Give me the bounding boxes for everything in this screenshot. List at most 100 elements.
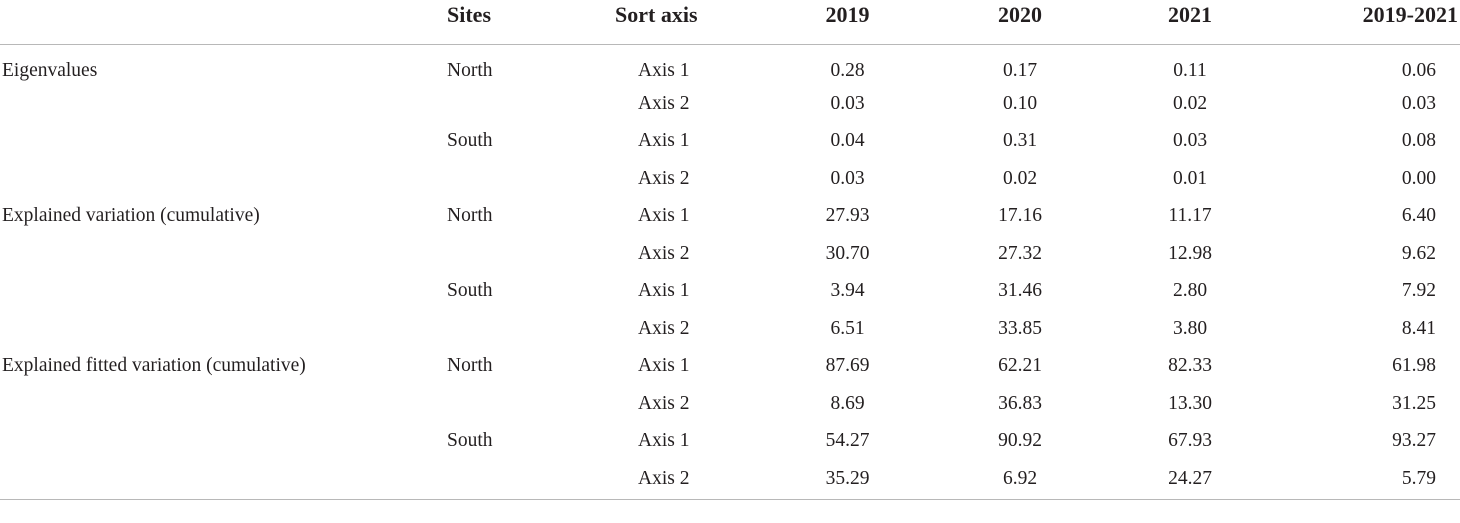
cell-site (447, 157, 595, 195)
header-sort-axis: Sort axis (595, 0, 760, 45)
cell-2020: 36.83 (998, 392, 1042, 414)
cell-2020: 31.46 (998, 280, 1042, 301)
cell-site (447, 307, 595, 345)
cell-2019-2021: 93.27 (1392, 430, 1436, 451)
table-row: Explained fitted variation (cumulative) N… (0, 344, 1460, 382)
cell-sort-axis: Axis 1 (638, 130, 690, 151)
cell-site (447, 456, 595, 500)
cell-2020: 0.31 (1002, 130, 1038, 151)
cell-sort-axis: Axis 2 (638, 392, 690, 414)
cell-2019-2021: 5.79 (1275, 456, 1460, 500)
cell-2019-2021: 0.06 (1401, 59, 1436, 81)
cell-sort-axis: Axis 2 (638, 167, 690, 189)
cell-site: South (447, 280, 493, 301)
header-2019-2021: 2019-2021 (1275, 0, 1460, 45)
cell-2019-2021: 0.00 (1401, 167, 1436, 189)
cell-site: North (447, 355, 493, 376)
cell-measure (0, 307, 447, 345)
cell-measure (0, 382, 447, 420)
cell-2021: 13.30 (1168, 392, 1212, 414)
cell-2021: 67.93 (1168, 430, 1212, 451)
table-row: Axis 2 35.29 6.92 24.27 5.79 (0, 456, 1460, 500)
cell-2019: 0.03 (830, 167, 865, 189)
table-header: Sites Sort axis 2019 2020 2021 2019-2021 (0, 0, 1460, 45)
cell-measure (0, 419, 447, 457)
cell-sort-axis: Axis 2 (595, 456, 760, 500)
cell-2021: 0.11 (1173, 59, 1207, 81)
cell-2019-2021: 61.98 (1392, 355, 1436, 376)
cell-2020: 0.10 (1002, 92, 1038, 114)
cell-2019: 0.04 (830, 130, 865, 151)
table-row: South Axis 1 54.27 90.92 67.93 93.27 (0, 419, 1460, 457)
cell-measure (0, 157, 447, 195)
cell-2019-2021: 9.62 (1401, 242, 1436, 264)
table-body: Eigenvalues North Axis 1 0.28 0.17 0.11 0.06 Ax… (0, 44, 1460, 500)
cell-2021: 0.01 (1172, 167, 1208, 189)
table-row: Axis 2 0.03 0.02 0.01 0.00 (0, 157, 1460, 195)
cell-measure (0, 119, 447, 157)
header-sites: Sites (447, 0, 595, 45)
cell-site (447, 232, 595, 270)
cell-2020: 33.85 (998, 317, 1042, 339)
cell-2019: 87.69 (825, 355, 870, 376)
cell-2020: 6.92 (935, 456, 1105, 500)
cell-site: North (447, 205, 493, 226)
table-row: Explained variation (cumulative) North Axi… (0, 194, 1460, 232)
cell-sort-axis: Axis 1 (638, 59, 690, 81)
cell-2019: 30.70 (825, 242, 870, 264)
table-row: South Axis 1 0.04 0.31 0.03 0.08 (0, 119, 1460, 157)
cell-2019: 0.03 (830, 92, 865, 114)
table-row: Eigenvalues North Axis 1 0.28 0.17 0.11 0.06 (0, 44, 1460, 82)
cell-2021: 11.17 (1168, 205, 1212, 226)
table-row: Axis 2 0.03 0.10 0.02 0.03 (0, 82, 1460, 120)
cell-site (447, 382, 595, 420)
table-row: Axis 2 8.69 36.83 13.30 31.25 (0, 382, 1460, 420)
table-row: Axis 2 6.51 33.85 3.80 8.41 (0, 307, 1460, 345)
cell-sort-axis: Axis 1 (638, 430, 690, 451)
cell-2019-2021: 0.03 (1401, 92, 1436, 114)
table-row: Axis 2 30.70 27.32 12.98 9.62 (0, 232, 1460, 270)
cell-2020: 90.92 (998, 430, 1042, 451)
header-measure (0, 0, 447, 45)
cell-2019-2021: 0.08 (1401, 130, 1436, 151)
cell-2021: 12.98 (1168, 242, 1212, 264)
header-2021: 2021 (1105, 0, 1275, 45)
cell-sort-axis: Axis 2 (638, 242, 690, 264)
cell-2019-2021: 6.40 (1401, 205, 1436, 226)
cell-2019: 0.28 (830, 59, 865, 81)
cell-2021: 0.03 (1172, 130, 1208, 151)
cell-measure (0, 456, 447, 500)
cell-2019-2021: 7.92 (1401, 280, 1436, 301)
cell-2019-2021: 31.25 (1392, 392, 1436, 414)
cell-2019: 54.27 (825, 430, 870, 451)
cell-site (447, 82, 595, 120)
cell-2021: 0.02 (1172, 92, 1208, 114)
cell-2019-2021: 8.41 (1401, 317, 1436, 339)
cell-measure (0, 269, 447, 307)
cell-2019: 35.29 (760, 456, 935, 500)
results-table: Sites Sort axis 2019 2020 2021 2019-2021… (0, 0, 1460, 500)
cell-2019: 3.94 (830, 280, 865, 301)
cell-measure: Explained fitted variation (cumulative) (2, 355, 306, 376)
cell-sort-axis: Axis 2 (638, 317, 690, 339)
cell-2020: 27.32 (998, 242, 1042, 264)
cell-2020: 62.21 (998, 355, 1042, 376)
cell-measure (0, 232, 447, 270)
cell-2020: 0.17 (1002, 59, 1038, 81)
table-row: South Axis 1 3.94 31.46 2.80 7.92 (0, 269, 1460, 307)
cell-sort-axis: Axis 1 (638, 205, 690, 226)
cell-site: South (447, 430, 493, 451)
cell-sort-axis: Axis 1 (638, 280, 690, 301)
cell-measure (0, 82, 447, 120)
cell-site: South (447, 130, 493, 151)
cell-2019: 27.93 (825, 205, 870, 226)
cell-2020: 0.02 (1002, 167, 1038, 189)
cell-2021: 24.27 (1105, 456, 1275, 500)
cell-2019: 6.51 (830, 317, 865, 339)
header-2019: 2019 (760, 0, 935, 45)
cell-2020: 17.16 (998, 205, 1042, 226)
cell-sort-axis: Axis 1 (638, 355, 690, 376)
cell-2019: 8.69 (830, 392, 865, 414)
cell-2021: 3.80 (1172, 317, 1208, 339)
